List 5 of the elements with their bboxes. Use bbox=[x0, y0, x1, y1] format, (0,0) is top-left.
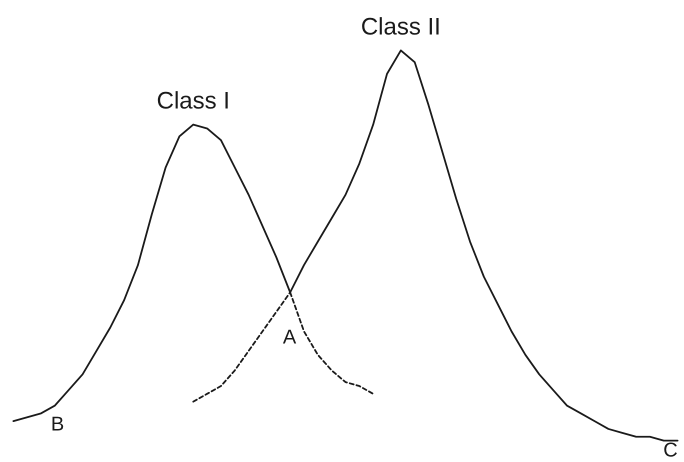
annotation: A bbox=[282, 326, 297, 348]
annotation: C bbox=[663, 440, 678, 462]
annotation: B bbox=[50, 414, 64, 436]
series-label: Class I bbox=[156, 88, 230, 115]
series-label: Class II bbox=[360, 13, 441, 40]
